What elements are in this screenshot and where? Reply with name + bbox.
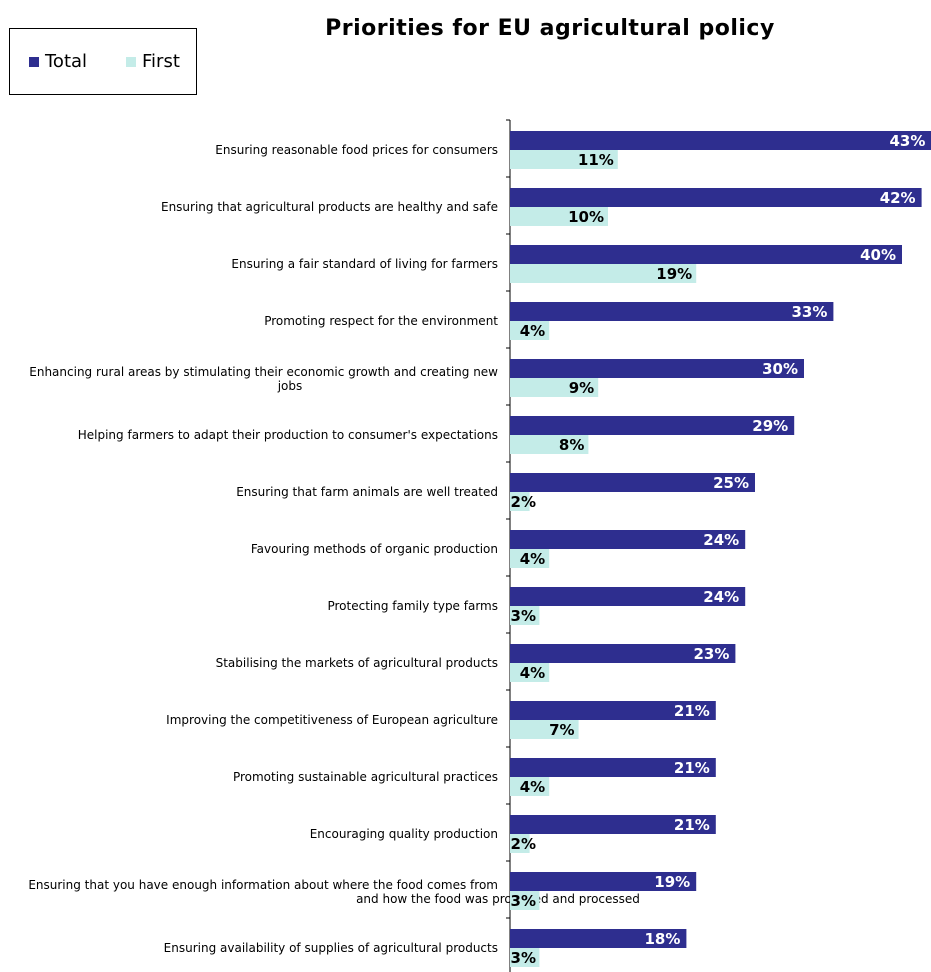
bar-total bbox=[510, 473, 755, 492]
data-label-total: 42% bbox=[880, 189, 916, 207]
data-label-total: 19% bbox=[654, 873, 690, 891]
data-label-total: 30% bbox=[762, 360, 798, 378]
category-label: Ensuring reasonable food prices for cons… bbox=[215, 143, 498, 157]
category-label: Ensuring a fair standard of living for f… bbox=[231, 257, 498, 271]
legend-label-first: First bbox=[142, 51, 180, 72]
bar-first bbox=[510, 549, 550, 568]
bar-first bbox=[510, 207, 608, 226]
chart-title: Priorities for EU agricultural policy bbox=[325, 16, 775, 41]
bar-total bbox=[510, 245, 902, 264]
category-label: Encouraging quality production bbox=[310, 827, 498, 841]
category-label: Ensuring that you have enough informatio… bbox=[28, 878, 640, 906]
data-label-total: 24% bbox=[703, 588, 739, 606]
data-label-first: 3% bbox=[511, 892, 536, 910]
bar-first bbox=[510, 663, 550, 682]
bar-total bbox=[510, 701, 716, 720]
bar-first bbox=[510, 321, 550, 340]
bar-first bbox=[510, 435, 589, 454]
category-label: Protecting family type farms bbox=[327, 599, 498, 613]
legend-swatch-first bbox=[126, 56, 136, 67]
data-label-first: 7% bbox=[549, 721, 574, 739]
bar-total bbox=[510, 872, 697, 891]
data-label-first: 8% bbox=[559, 436, 584, 454]
data-label-total: 21% bbox=[674, 816, 710, 834]
category-label: Helping farmers to adapt their productio… bbox=[78, 428, 498, 442]
legend-item-total: Total bbox=[29, 51, 87, 72]
data-label-first: 4% bbox=[520, 778, 545, 796]
bar-first bbox=[510, 834, 530, 853]
bar-total bbox=[510, 929, 687, 948]
data-label-total: 29% bbox=[752, 417, 788, 435]
bar-total bbox=[510, 758, 716, 777]
bar-total bbox=[510, 815, 716, 834]
bar-first bbox=[510, 777, 550, 796]
data-label-total: 18% bbox=[644, 930, 680, 948]
category-label: Promoting respect for the environment bbox=[264, 314, 498, 328]
category-label: Stabilising the markets of agricultural … bbox=[216, 656, 498, 670]
data-label-total: 40% bbox=[860, 246, 896, 264]
data-label-total: 21% bbox=[674, 759, 710, 777]
data-label-first: 4% bbox=[520, 664, 545, 682]
data-label-first: 11% bbox=[578, 151, 614, 169]
bar-total bbox=[510, 131, 931, 150]
data-label-total: 21% bbox=[674, 702, 710, 720]
category-label: Improving the competitiveness of Europea… bbox=[166, 713, 498, 727]
legend-item-first: First bbox=[126, 51, 180, 72]
bar-total bbox=[510, 644, 736, 663]
bar-total bbox=[510, 188, 922, 207]
bar-first bbox=[510, 948, 540, 967]
data-label-first: 2% bbox=[511, 835, 536, 853]
bar-total bbox=[510, 416, 795, 435]
bar-first bbox=[510, 378, 599, 397]
data-label-first: 3% bbox=[511, 607, 536, 625]
bar-total bbox=[510, 302, 834, 321]
data-label-first: 4% bbox=[520, 322, 545, 340]
legend: Total First bbox=[9, 28, 197, 95]
category-label: Enhancing rural areas by stimulating the… bbox=[29, 365, 498, 393]
data-label-first: 19% bbox=[656, 265, 692, 283]
data-label-total: 23% bbox=[693, 645, 729, 663]
data-label-first: 9% bbox=[569, 379, 594, 397]
bar-total bbox=[510, 587, 746, 606]
category-label: Ensuring that farm animals are well trea… bbox=[236, 485, 498, 499]
bar-first bbox=[510, 720, 579, 739]
bar-total bbox=[510, 530, 746, 549]
data-label-first: 4% bbox=[520, 550, 545, 568]
bar-first bbox=[510, 891, 540, 910]
bar-first bbox=[510, 606, 540, 625]
legend-label-total: Total bbox=[45, 51, 88, 72]
bar-first bbox=[510, 150, 618, 169]
data-label-first: 2% bbox=[511, 493, 536, 511]
bar-first bbox=[510, 492, 530, 511]
data-label-total: 43% bbox=[889, 132, 925, 150]
data-label-total: 33% bbox=[791, 303, 827, 321]
bar-total bbox=[510, 359, 804, 378]
data-label-first: 3% bbox=[511, 949, 536, 967]
category-label: Favouring methods of organic production bbox=[251, 542, 498, 556]
bar-first bbox=[510, 264, 697, 283]
category-label: Promoting sustainable agricultural pract… bbox=[233, 770, 498, 784]
data-label-total: 25% bbox=[713, 474, 749, 492]
category-label: Ensuring availability of supplies of agr… bbox=[164, 941, 498, 955]
legend-swatch-total bbox=[29, 56, 39, 67]
data-label-total: 24% bbox=[703, 531, 739, 549]
data-label-first: 10% bbox=[568, 208, 604, 226]
category-label: Ensuring that agricultural products are … bbox=[161, 200, 498, 214]
